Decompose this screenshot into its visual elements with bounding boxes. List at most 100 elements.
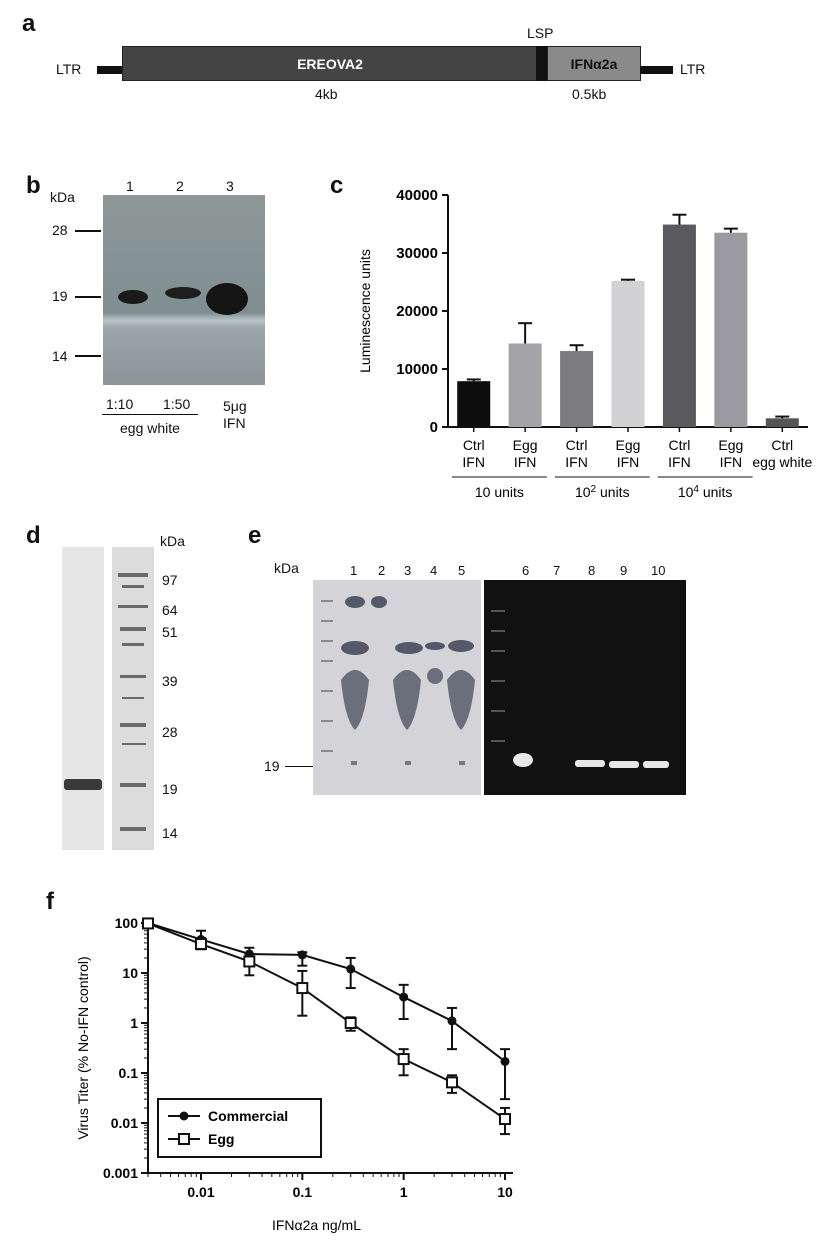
data-point-egg <box>344 1017 357 1029</box>
ltr-left-label: LTR <box>56 61 82 77</box>
legend-label: Commercial <box>208 1108 288 1124</box>
y-tick-label: 1 <box>130 1015 138 1031</box>
lane-number-e: 6 <box>522 563 530 578</box>
lsp-box <box>536 46 547 81</box>
bar <box>611 280 645 427</box>
y-tick-label: 20000 <box>396 303 438 320</box>
data-point-commercial <box>346 964 356 974</box>
lane-label: 1:10 <box>106 396 134 412</box>
band-lane-2 <box>165 287 201 299</box>
series-line <box>147 922 506 1120</box>
y-tick-label: 0.001 <box>103 1165 138 1181</box>
series-line <box>147 922 506 1063</box>
y-tick-label: 0 <box>430 419 438 436</box>
lane-number-b: 2 <box>176 178 184 194</box>
x-tick-label: IFN <box>565 454 588 470</box>
marker-label: 51 <box>162 624 178 640</box>
x-tick-label: Egg <box>513 437 538 453</box>
lane-label-sub: IFN <box>223 415 246 431</box>
y-tick-label: 100 <box>115 915 139 931</box>
y-tick-label: 40000 <box>396 187 438 204</box>
x-tick-label: Ctrl <box>771 437 793 453</box>
x-tick-label: IFN <box>720 454 743 470</box>
panel-b-label: b <box>26 172 41 199</box>
marker-label: 28 <box>52 222 68 238</box>
data-point-egg <box>446 1076 459 1089</box>
gel-band <box>64 779 102 790</box>
lane-number-e: 1 <box>350 563 358 578</box>
data-point-egg <box>142 917 154 930</box>
data-point-egg <box>194 938 207 951</box>
x-tick-label: IFN <box>668 454 691 470</box>
gel-image-e <box>313 580 686 795</box>
marker-label: 14 <box>162 825 178 841</box>
kda-label-d: kDa <box>160 533 185 549</box>
y-axis-label: Luminescence units <box>357 249 373 373</box>
x-tick-label: 1 <box>400 1184 408 1200</box>
data-point-commercial <box>399 992 409 1002</box>
bar <box>662 224 696 427</box>
bar <box>560 351 594 427</box>
line-chart: 100 10 1 0.1 0.01 0.001 0.01 0.1 1 10 IFNα2a ng/mL… <box>75 915 513 1233</box>
y-tick-label: 0.1 <box>119 1065 139 1081</box>
panel-c-label: c <box>330 172 344 199</box>
legend-marker <box>178 1133 190 1145</box>
marker-label: 64 <box>162 602 178 618</box>
x-tick-label: Ctrl <box>566 437 588 453</box>
x-axis-label: IFNα2a ng/mL <box>272 1217 361 1233</box>
marker-label: 19 <box>52 288 68 304</box>
panel-e-label: e <box>248 522 262 549</box>
data-point-egg <box>243 955 256 968</box>
x-tick-label: IFN <box>617 454 640 470</box>
ltr-right-line <box>640 66 673 74</box>
panel-f-label: f <box>46 888 54 915</box>
ereova2-box: EREOVA2 <box>122 46 538 81</box>
legend-label: Egg <box>208 1131 234 1147</box>
size-ereova2: 4kb <box>315 86 338 102</box>
lane-number-e: 2 <box>378 563 386 578</box>
group-underline <box>102 414 198 415</box>
x-tick-label: Ctrl <box>669 437 691 453</box>
group-label: 104 units <box>678 484 733 501</box>
x-tick-label: 0.01 <box>187 1184 214 1200</box>
data-point-egg <box>397 1053 410 1066</box>
marker-tick <box>285 766 313 767</box>
gel-image-d <box>62 547 154 850</box>
ltr-right-label: LTR <box>680 61 706 77</box>
marker-label: 19 <box>162 781 178 797</box>
group-label: egg white <box>120 420 180 436</box>
kda-label-e: kDa <box>274 560 299 576</box>
marker-label: 14 <box>52 348 68 364</box>
data-point-commercial <box>500 1056 510 1066</box>
lane-label: 5μg <box>223 398 247 414</box>
marker-tick <box>75 355 101 357</box>
y-axis-label: Virus Titer (% No-IFN control) <box>75 956 91 1139</box>
group-label: 10 units <box>475 484 524 500</box>
ereova2-label: EREOVA2 <box>297 55 363 72</box>
x-tick-label: Ctrl <box>463 437 485 453</box>
group-label: 102 units <box>575 484 630 501</box>
bar <box>714 232 748 427</box>
data-point-egg <box>499 1113 511 1126</box>
ifn-box: IFNα2a <box>547 46 641 81</box>
marker-tick <box>75 230 101 232</box>
bar <box>765 418 799 427</box>
data-point-commercial <box>297 950 307 960</box>
data-point-egg <box>296 982 309 995</box>
legend-marker <box>179 1111 189 1121</box>
x-tick-label: egg white <box>752 454 812 470</box>
ltr-left-line <box>97 66 123 74</box>
marker-label: 19 <box>264 758 280 774</box>
y-tick-label: 0.01 <box>111 1115 138 1131</box>
x-tick-label: Egg <box>616 437 641 453</box>
marker-tick <box>75 296 101 298</box>
y-tick-label: 10 <box>122 965 138 981</box>
lane-number-e: 3 <box>404 563 412 578</box>
bar-chart: 0 10000 20000 30000 40000 Luminescence units C… <box>357 187 812 501</box>
lane-number-b: 1 <box>126 178 134 194</box>
lane-number-e: 5 <box>458 563 466 578</box>
x-tick-label: Egg <box>718 437 743 453</box>
data-point-commercial <box>447 1016 457 1026</box>
band-lane-3 <box>206 283 248 315</box>
x-tick-label: IFN <box>514 454 537 470</box>
